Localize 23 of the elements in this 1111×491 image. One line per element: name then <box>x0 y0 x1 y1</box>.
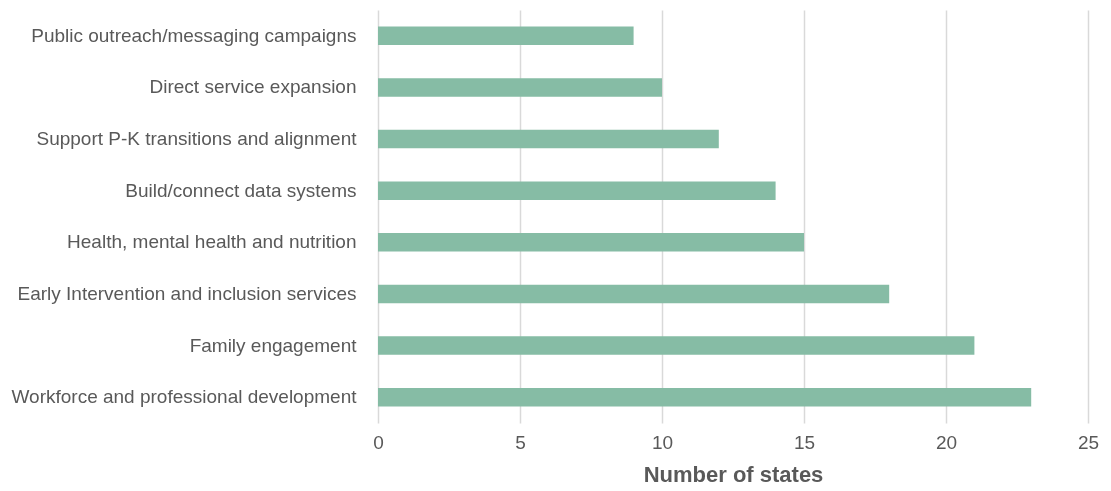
y-tick-label: Build/connect data systems <box>125 179 357 201</box>
y-tick-label: Family engagement <box>189 334 358 356</box>
bar <box>378 336 975 355</box>
y-tick-label: Direct service expansion <box>149 76 357 98</box>
bar <box>378 129 719 149</box>
bar <box>378 387 1032 407</box>
x-tick-label: 0 <box>373 431 384 453</box>
y-tick-label: Public outreach/messaging campaigns <box>31 24 357 46</box>
y-tick-label: Support P-K transitions and alignment <box>36 128 358 150</box>
x-tick-label: 5 <box>515 431 526 453</box>
y-tick-label: Health, mental health and nutrition <box>67 231 357 253</box>
bar <box>378 181 776 200</box>
bar <box>378 78 662 97</box>
x-tick-label: 10 <box>651 431 674 453</box>
x-tick-label: 20 <box>935 431 958 453</box>
x-axis-title: Number of states <box>643 461 824 487</box>
bar <box>378 26 634 46</box>
bar <box>378 284 890 304</box>
y-tick-label: Workforce and professional development <box>11 386 358 408</box>
y-tick-label: Early Intervention and inclusion services <box>17 282 357 304</box>
x-tick-label: 15 <box>793 431 816 453</box>
bar <box>378 233 804 252</box>
x-tick-label: 25 <box>1077 431 1100 453</box>
